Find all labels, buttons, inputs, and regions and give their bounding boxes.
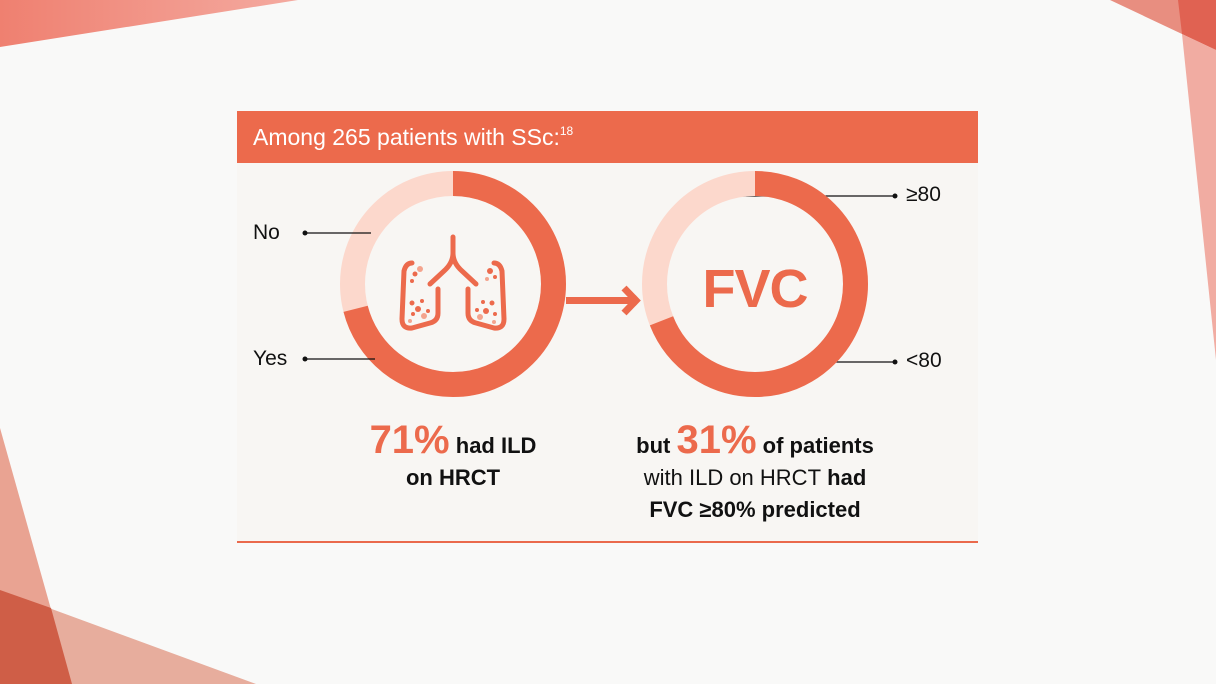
card-header: Among 265 patients with SSc:18 [237, 111, 978, 163]
ild-donut-chart [340, 171, 566, 397]
ild-stat-text1: had ILD [455, 433, 537, 458]
fvc-stat-prefix: but [636, 433, 671, 458]
label-fvc-high: ≥80 [906, 183, 941, 206]
ild-percent: 71% [369, 418, 450, 462]
fvc-stat: but 31% of patients with ILD on HRCT had… [600, 420, 910, 526]
label-fvc-low: <80 [906, 349, 942, 372]
lung-spots-decoration [408, 266, 497, 324]
header-title: Among 265 patients with SSc: [253, 124, 560, 150]
ild-stat-text2: on HRCT [405, 465, 501, 490]
label-yes: Yes [253, 347, 288, 370]
fvc-center-label: FVC [702, 259, 809, 319]
fvc-low-segment [642, 171, 868, 397]
fvc-donut-chart [642, 171, 868, 397]
ild-yes-segment [340, 171, 566, 397]
fvc-stat-text2: with ILD on HRCT [643, 465, 822, 490]
ild-stat: 71% had ILD on HRCT [340, 420, 566, 494]
reference-number: 18 [559, 124, 574, 138]
fvc-stat-text2-bold: had [827, 465, 867, 490]
label-no: No [253, 221, 280, 244]
lungs-icon [399, 234, 507, 331]
fvc-stat-text1: of patients [762, 433, 874, 458]
fvc-percent: 31% [676, 418, 757, 462]
fvc-stat-text3: FVC ≥80% predicted [649, 497, 861, 522]
